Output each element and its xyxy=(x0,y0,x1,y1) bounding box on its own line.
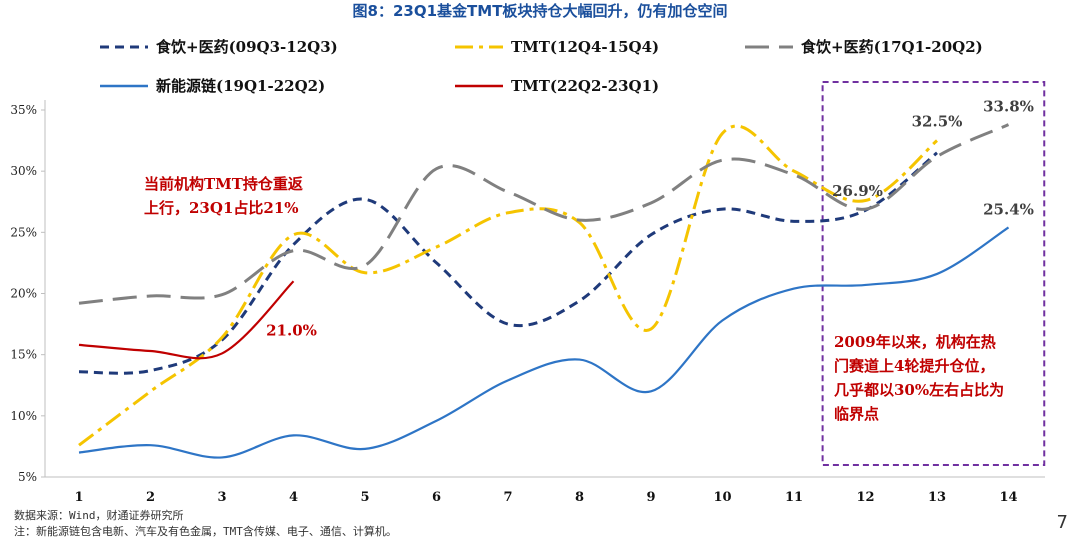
data-label: 33.8% xyxy=(983,98,1034,116)
page-number: 7 xyxy=(1056,512,1068,533)
legend-label-2: TMT(12Q4-15Q4) xyxy=(511,38,659,56)
footnote: 注：新能源链包含电新、汽车及有色金属，TMT含传媒、电子、通信、计算机。 xyxy=(14,525,397,538)
series-line-1 xyxy=(78,151,938,375)
annotation-tmt-line-2: 上行，23Q1占比21% xyxy=(144,199,299,217)
legend-label-5: TMT(22Q2-23Q1) xyxy=(511,77,659,95)
series-line-3 xyxy=(78,123,1010,305)
x-tick-label: 2 xyxy=(146,490,155,505)
data-label-layer: 33.8% 32.5% 26.9% 25.4% 21.0% xyxy=(266,98,1034,340)
annotation-tmt-line-1: 当前机构TMT持仓重返 xyxy=(144,175,303,193)
x-tick-label: 3 xyxy=(217,490,226,505)
highlight-box-layer xyxy=(821,81,1046,466)
annotation-threshold: 2009年以来，机构在热 门赛道上4轮提升仓位， 几乎都以30%左右占比为 临界… xyxy=(834,330,1004,426)
x-tick-label: 7 xyxy=(503,490,512,505)
y-tick-label: 30% xyxy=(10,164,37,178)
y-tick-label: 15% xyxy=(10,348,37,362)
x-tick-label: 13 xyxy=(928,490,946,505)
y-tick-label: 35% xyxy=(10,103,37,117)
series-line-4 xyxy=(78,226,1010,459)
chart-title: 图8：23Q1基金TMT板块持仓大幅回升，仍有加仓空间 xyxy=(352,2,728,20)
data-label: 21.0% xyxy=(266,321,317,339)
x-tick-label: 14 xyxy=(999,490,1017,505)
annotation-threshold-line-1: 2009年以来，机构在热 xyxy=(834,333,996,351)
legend-label-3: 食饮+医药(17Q1-20Q2) xyxy=(801,38,983,56)
highlight-box xyxy=(821,81,1046,466)
x-tick-label: 9 xyxy=(646,490,655,505)
data-label: 25.4% xyxy=(983,200,1034,218)
annotation-tmt-current: 当前机构TMT持仓重返 上行，23Q1占比21% xyxy=(144,172,303,220)
series-line-5 xyxy=(78,280,295,360)
source-note: 数据来源：Wind，财通证券研究所 xyxy=(14,509,184,522)
data-label: 26.9% xyxy=(832,182,883,200)
data-label: 32.5% xyxy=(912,113,963,131)
y-tick-label: 25% xyxy=(10,225,37,239)
x-tick-label: 11 xyxy=(785,490,803,505)
legend: 食饮+医药(09Q3-12Q3) TMT(12Q4-15Q4) 食饮+医药(17Q1… xyxy=(100,38,983,95)
x-tick-label: 12 xyxy=(856,490,874,505)
y-tick-label: 10% xyxy=(10,409,37,423)
y-tick-label: 20% xyxy=(10,287,37,301)
x-tick-label: 6 xyxy=(432,490,441,505)
x-tick-label: 1 xyxy=(74,490,83,505)
x-tick-label: 8 xyxy=(575,490,584,505)
x-tick-label: 10 xyxy=(713,490,731,505)
axes: 5%10%15%20%25%30%35%1 2 3 4 5 6 7 8 9 10 11 12 13 14 xyxy=(10,100,1045,505)
legend-label-4: 新能源链(19Q1-22Q2) xyxy=(156,77,325,95)
legend-label-1: 食饮+医药(09Q3-12Q3) xyxy=(156,38,338,56)
series-line-2 xyxy=(78,124,938,447)
x-tick-label: 4 xyxy=(289,490,298,505)
annotation-threshold-line-3: 几乎都以30%左右占比为 xyxy=(834,381,1005,399)
y-tick-label: 5% xyxy=(18,470,37,484)
x-tick-label: 5 xyxy=(360,490,369,505)
annotation-threshold-line-4: 临界点 xyxy=(834,405,880,423)
series-layer xyxy=(78,123,1010,459)
annotation-threshold-line-2: 门赛道上4轮提升仓位， xyxy=(834,357,995,375)
